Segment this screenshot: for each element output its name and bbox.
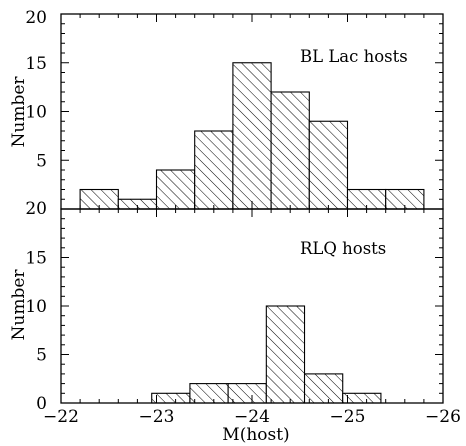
- rlq-xtick-label: −24: [234, 407, 270, 427]
- bl-lac-annotation: BL Lac hosts: [300, 47, 408, 66]
- bl-lac-ytick-label: 15: [25, 54, 47, 74]
- rlq-xtick-labels: −22 −23 −24 −25 −26: [43, 407, 461, 427]
- rlq-xtick-label: −25: [330, 407, 366, 427]
- rlq-ytick-label: 20: [25, 199, 47, 219]
- rlq-ylabel: Number: [9, 269, 29, 341]
- rlq-ytick-label: 15: [25, 249, 47, 269]
- rlq-bar-0: [151, 392, 191, 404]
- rlq-annotation: RLQ hosts: [300, 239, 386, 258]
- rlq-ytick-label: 10: [25, 297, 47, 317]
- bl-lac-ytick-label: 10: [25, 103, 47, 123]
- rlq-bar-4: [303, 373, 344, 404]
- x-axis-label: M(host): [222, 425, 289, 445]
- rlq-xtick-label: −23: [139, 407, 175, 427]
- bl-lac-bar-3: [194, 130, 234, 210]
- rlq-ytick-labels: 20 15 10 5 0: [25, 199, 47, 414]
- bl-lac-ylabel: Number: [9, 76, 29, 148]
- bl-lac-bars: [79, 62, 425, 210]
- rlq-bar-2: [227, 383, 267, 404]
- bl-lac-panel: 20 15 10 5 Number BL Lac hosts: [9, 8, 444, 210]
- bl-lac-bar-4: [232, 62, 272, 210]
- bl-lac-ytick-label: 20: [25, 8, 47, 28]
- bl-lac-bar-5: [270, 91, 310, 210]
- bl-lac-ytick-labels: 20 15 10 5: [25, 8, 47, 171]
- rlq-bar-5: [342, 392, 382, 404]
- rlq-bars: [151, 305, 382, 404]
- rlq-bar-1: [189, 383, 229, 404]
- rlq-xtick-label: −22: [43, 407, 79, 427]
- bl-lac-bar-2: [155, 169, 196, 210]
- rlq-ytick-label: 0: [36, 394, 47, 414]
- bl-lac-bar-6: [308, 120, 349, 210]
- rlq-bar-3: [265, 305, 306, 404]
- rlq-panel: 20 15 10 5 0 −22 −23 −24 −25 −26 Number …: [9, 199, 461, 445]
- rlq-ytick-label: 5: [36, 346, 47, 366]
- rlq-ticks: [60, 208, 444, 404]
- rlq-xtick-label: −26: [425, 407, 461, 427]
- bl-lac-ytick-label: 5: [36, 151, 47, 171]
